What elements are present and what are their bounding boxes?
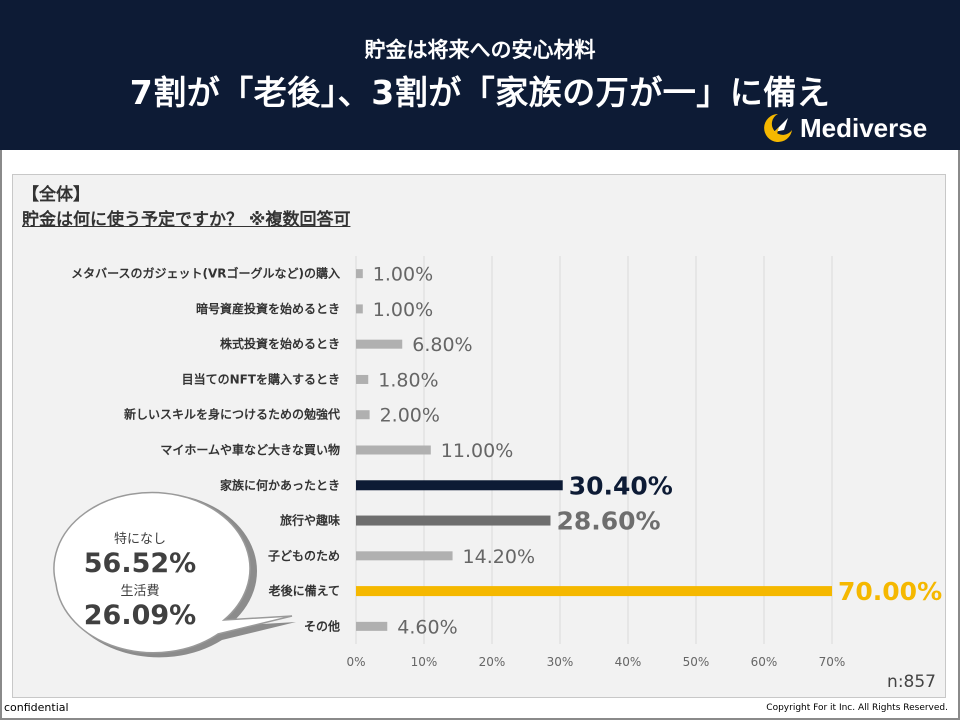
logo-text: Mediverse: [800, 112, 928, 143]
callout-text: 特になし 56.52% 生活費 26.09%: [40, 532, 240, 632]
callout-value-none: 56.52%: [83, 548, 197, 579]
bar: [356, 410, 370, 420]
content-frame: [0, 150, 960, 720]
category-label: マイホームや車など大きな買い物: [160, 442, 340, 457]
header-subtitle: 貯金は将来への安心材料: [364, 38, 596, 62]
data-label: 70.00%: [838, 577, 942, 606]
data-label: 4.60%: [397, 616, 457, 638]
callout-value-living: 26.09%: [83, 600, 197, 631]
callout-label-living: 生活費: [120, 584, 160, 599]
bar: [356, 480, 563, 491]
callout-bubble: [53, 491, 293, 654]
data-label: 11.00%: [441, 440, 513, 462]
callout-label-none: 特になし: [113, 532, 166, 547]
x-tick-label: 10%: [411, 655, 438, 669]
x-tick-label: 60%: [751, 655, 778, 669]
mediverse-logo: Mediverse: [760, 110, 927, 146]
data-label: 30.40%: [569, 471, 673, 500]
bar: [356, 551, 453, 561]
category-label: 老後に備えて: [269, 583, 340, 598]
bar: [356, 269, 363, 279]
bar: [356, 621, 388, 631]
x-tick-label: 0%: [346, 655, 365, 669]
category-label: 家族に何かあったとき: [220, 477, 340, 492]
copyright: Copyright For it Inc. All Rights Reserve…: [766, 703, 948, 713]
bar: [356, 515, 551, 526]
category-label: 新しいスキルを身につけるための勉強代: [124, 407, 340, 422]
category-label: 旅行や趣味: [280, 513, 340, 528]
category-label: 株式投資を始めるとき: [220, 336, 340, 351]
category-label: 暗号資産投資を始めるとき: [196, 301, 340, 316]
data-label: 6.80%: [412, 334, 472, 356]
bar: [356, 304, 363, 314]
x-tick-label: 30%: [547, 655, 574, 669]
header-banner: 貯金は将来への安心材料 7割が「老後」、3割が「家族の万が一」に備え Mediv…: [0, 0, 960, 150]
data-label: 14.20%: [463, 546, 535, 568]
category-label: 子どものため: [268, 549, 340, 563]
bar: [356, 374, 369, 384]
x-tick-label: 50%: [683, 655, 710, 669]
header-title: 7割が「老後」、3割が「家族の万が一」に備え: [129, 73, 831, 112]
category-label: その他: [304, 618, 340, 633]
bar: [356, 339, 403, 349]
data-label: 2.00%: [380, 405, 440, 427]
data-label: 1.00%: [373, 264, 433, 286]
x-tick-label: 70%: [819, 655, 846, 669]
bar: [356, 586, 832, 597]
x-tick-label: 40%: [615, 655, 642, 669]
category-label: 目当てのNFTを購入するとき: [182, 371, 340, 386]
x-tick-label: 20%: [479, 655, 506, 669]
survey-question: 貯金は何に使う予定ですか？ ※複数回答可: [22, 210, 351, 230]
data-label: 28.60%: [556, 507, 660, 536]
bar: [356, 445, 431, 455]
data-label: 1.00%: [373, 299, 433, 321]
confidential-label: confidential: [4, 701, 69, 714]
section-label: 【全体】: [22, 185, 90, 205]
data-label: 1.80%: [378, 369, 438, 391]
sample-size: n:857: [887, 672, 936, 692]
rocket-moon-icon: [764, 114, 792, 142]
category-label: メタバースのガジェット(VRゴーグルなど)の購入: [71, 266, 340, 281]
